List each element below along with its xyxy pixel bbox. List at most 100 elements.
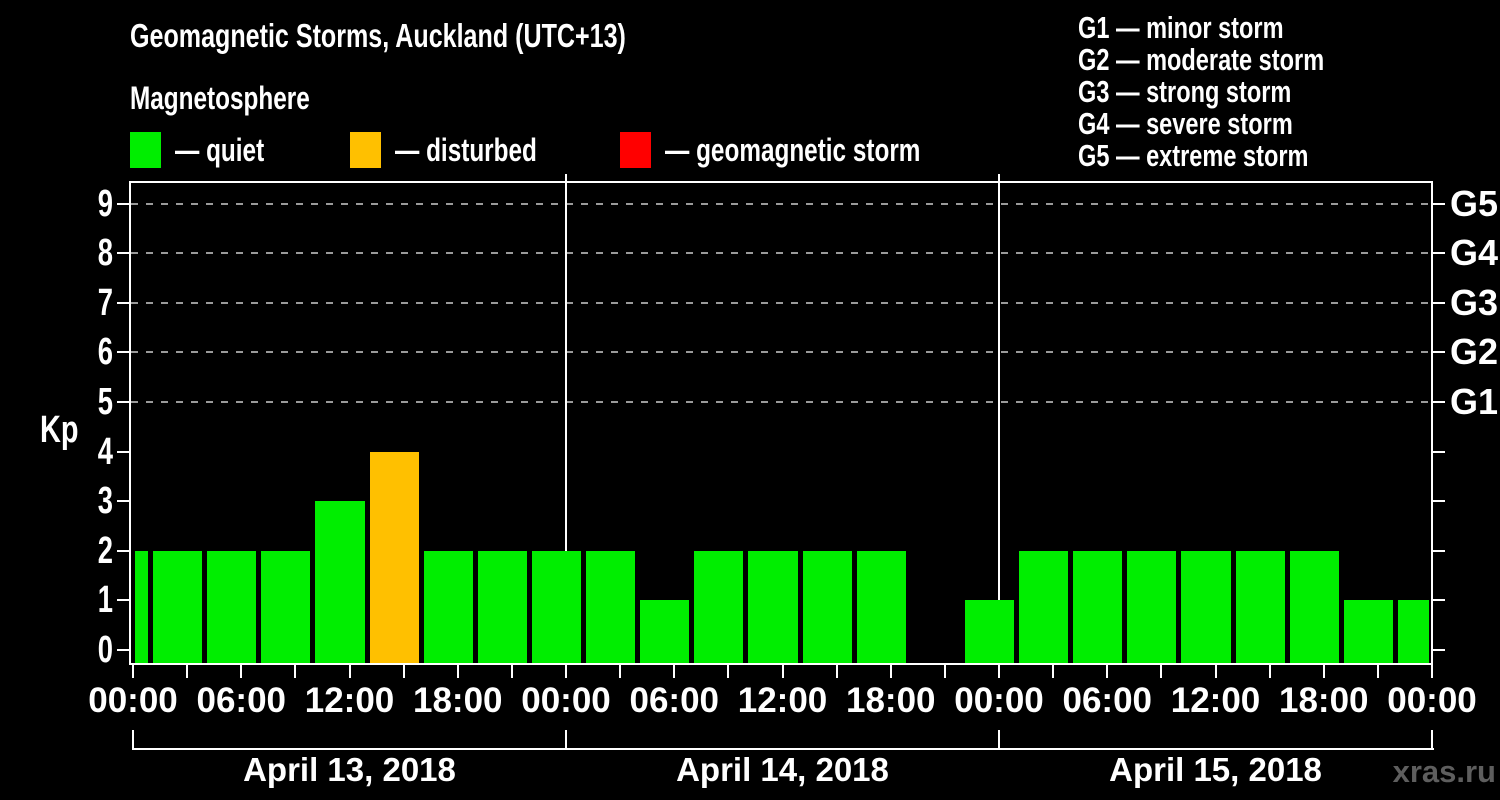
y-axis-tick-right — [1433, 301, 1445, 304]
y-axis-tick-left — [117, 301, 129, 304]
x-axis-tick — [456, 665, 459, 678]
kp-bar — [856, 550, 906, 663]
x-axis-time-label: 18:00 — [1279, 681, 1369, 720]
x-axis-tick — [889, 665, 892, 678]
right-axis-g-label: G5 — [1450, 182, 1499, 224]
right-axis-g-label: G3 — [1450, 281, 1499, 323]
x-axis-tick — [1376, 665, 1379, 678]
kp-bar — [261, 550, 311, 663]
x-axis-time-label: 06:00 — [629, 681, 720, 720]
y-axis-tick-left — [117, 401, 129, 403]
right-axis-g-label: G4 — [1450, 232, 1499, 274]
day-bracket-line — [132, 748, 1434, 750]
day-bracket-tick — [565, 730, 567, 750]
date-label: April 15, 2018 — [1109, 751, 1322, 788]
storm-label: — geomagnetic storm — [665, 132, 921, 168]
y-axis-label: 6 — [97, 331, 113, 374]
storm-scale-item-g2: G2 — moderate storm — [1078, 42, 1325, 77]
x-axis-tick — [132, 665, 134, 678]
x-axis-tick — [1052, 665, 1055, 678]
kp-bar — [1127, 550, 1177, 663]
y-axis-tick-left — [117, 599, 129, 602]
kp-bar — [748, 550, 798, 663]
gridline-kp8 — [131, 252, 1431, 255]
x-axis-time-label: 12:00 — [737, 681, 828, 720]
date-label: April 14, 2018 — [676, 751, 889, 788]
kp-bar — [964, 600, 1015, 663]
x-axis-time-label: 00:00 — [88, 681, 178, 720]
watermark: xras.ru — [1392, 754, 1496, 789]
plot-frame — [129, 181, 1433, 665]
x-axis-tick — [294, 665, 297, 678]
day-bracket-tick — [1431, 730, 1434, 750]
x-axis-tick — [186, 665, 189, 678]
y-axis-tick-left — [117, 351, 129, 354]
x-axis-tick — [565, 665, 567, 678]
kp-bar — [586, 550, 636, 663]
day-boundary-line-1 — [565, 174, 567, 663]
page-title: Geomagnetic Storms, Auckland (UTC+13) — [130, 17, 626, 54]
kp-bar — [694, 550, 744, 663]
y-axis-tick-left — [117, 649, 129, 651]
x-axis-tick — [348, 665, 351, 678]
kp-bar — [135, 550, 149, 663]
x-axis-tick — [673, 665, 676, 678]
x-axis-tick — [1431, 665, 1434, 678]
kp-bar — [477, 550, 527, 663]
y-axis-tick-right — [1433, 549, 1445, 552]
x-axis-time-label: 06:00 — [1062, 681, 1153, 720]
disturbed-label: — disturbed — [395, 132, 537, 168]
y-axis-tick-left — [117, 202, 129, 205]
kp-bar — [531, 550, 582, 663]
y-axis-tick-left — [117, 500, 129, 503]
x-axis-time-label: 00:00 — [1387, 681, 1477, 720]
kp-bar — [1343, 600, 1393, 663]
y-axis-tick-right — [1433, 649, 1445, 651]
gridline-kp6 — [131, 351, 1431, 354]
y-axis-label: 2 — [97, 529, 113, 572]
y-axis-tick-right — [1433, 599, 1445, 602]
x-axis-time-label: 00:00 — [954, 681, 1044, 720]
y-axis-label: 7 — [97, 281, 113, 324]
y-axis-tick-left — [117, 252, 129, 255]
x-axis-tick — [1322, 665, 1325, 678]
kp-bar — [153, 550, 203, 663]
kp-bar — [207, 550, 257, 663]
quiet-label: — quiet — [175, 132, 265, 168]
kp-bar — [802, 550, 852, 663]
kp-bar — [315, 501, 365, 663]
y-axis-label: 3 — [97, 480, 113, 523]
kp-bar — [1235, 550, 1285, 663]
x-axis-time-label: 18:00 — [845, 681, 936, 720]
kp-bar — [369, 451, 419, 663]
y-axis-tick-left — [117, 549, 129, 552]
x-axis-tick — [240, 665, 243, 678]
y-axis-label: 5 — [97, 381, 113, 423]
x-axis-tick — [510, 665, 513, 678]
storm-scale-item-g5: G5 — extreme storm — [1078, 138, 1309, 173]
kp-bar — [1019, 550, 1069, 663]
storm-scale-item-g3: G3 — strong storm — [1078, 74, 1292, 109]
kp-bar — [1397, 600, 1430, 663]
x-axis-tick — [943, 665, 946, 678]
chart-subtitle: Magnetosphere — [130, 80, 310, 116]
x-axis-time-label: 18:00 — [412, 681, 503, 720]
gridline-kp7 — [131, 301, 1431, 304]
date-label: April 13, 2018 — [243, 751, 456, 788]
x-axis-tick — [1106, 665, 1109, 678]
y-axis-label: 4 — [97, 430, 113, 473]
y-axis-tick-right — [1433, 351, 1445, 354]
x-axis-tick — [402, 665, 405, 678]
y-axis-label: 8 — [97, 232, 113, 275]
storm-swatch — [620, 132, 651, 168]
kp-bar — [1073, 550, 1123, 663]
x-axis-time-label: 12:00 — [304, 681, 395, 720]
y-axis-tick-right — [1433, 401, 1445, 403]
x-axis-tick — [835, 665, 838, 678]
day-bracket-tick — [132, 730, 134, 750]
disturbed-swatch — [350, 132, 381, 168]
x-axis-time-label: 06:00 — [196, 681, 287, 720]
storm-scale-item-g4: G4 — severe storm — [1078, 106, 1293, 141]
